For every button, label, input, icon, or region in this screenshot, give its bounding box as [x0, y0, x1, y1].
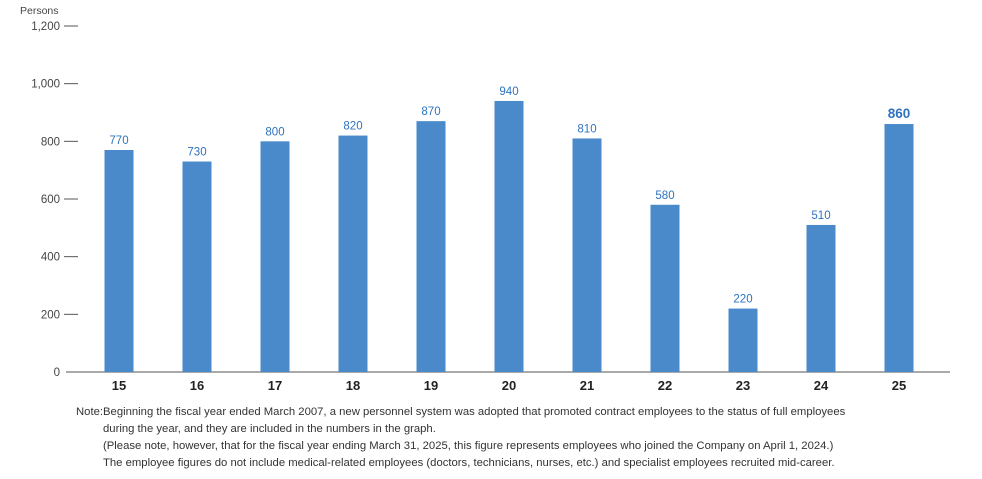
x-tick-label: 15	[112, 378, 126, 393]
y-axis-label: Persons	[20, 5, 59, 17]
bar	[806, 224, 836, 372]
x-tick-label: 21	[580, 378, 594, 393]
value-labels: 770 730 800 820 870 940 810 580 220 510 860	[109, 86, 910, 306]
bar-value-label: 810	[577, 123, 596, 135]
x-tick-label: 16	[190, 378, 204, 393]
y-tick-label: 200	[41, 309, 60, 321]
bar	[338, 135, 368, 372]
y-tick-label: 400	[41, 252, 60, 264]
bar-value-label: 800	[265, 126, 284, 138]
bar	[650, 204, 680, 372]
bar-value-label: 730	[187, 147, 206, 159]
bar-value-label: 510	[811, 210, 830, 222]
bar	[884, 124, 914, 373]
y-axis: 0 200 400 600 800 1,000 1,200	[31, 21, 78, 379]
bar-value-label: 870	[421, 106, 440, 118]
x-tick-label: 23	[736, 378, 750, 393]
bar	[260, 141, 290, 372]
bars	[104, 100, 914, 373]
note-body: Beginning the fiscal year ended March 20…	[103, 404, 976, 472]
bar-value-label: 770	[109, 135, 128, 147]
bar-value-label: 940	[499, 86, 518, 98]
bar	[494, 100, 524, 372]
bar	[572, 138, 602, 372]
x-tick-label: 17	[268, 378, 282, 393]
note-line: The employee figures do not include medi…	[103, 457, 835, 469]
y-tick-label: 1,000	[31, 79, 60, 91]
x-tick-label: 25	[892, 378, 906, 393]
y-tick-label: 1,200	[31, 21, 60, 33]
bar-chart: Persons 0 200 400 600 800 1,000 1,200 770 730 80…	[20, 5, 950, 393]
bar-value-label: 860	[888, 106, 911, 121]
bar-value-label: 220	[733, 294, 752, 306]
x-tick-label: 22	[658, 378, 672, 393]
bar	[416, 121, 446, 373]
note-line: Beginning the fiscal year ended March 20…	[103, 406, 846, 418]
x-tick-label: 18	[346, 378, 360, 393]
note-line: (Please note, however, that for the fisc…	[103, 440, 834, 452]
x-axis-labels: 15 16 17 18 19 20 21 22 23 24 25	[112, 378, 906, 393]
chart-note: Note: Beginning the fiscal year ended Ma…	[76, 404, 976, 472]
x-tick-label: 20	[502, 378, 516, 393]
bar	[104, 149, 134, 372]
bar-value-label: 820	[343, 121, 362, 133]
x-tick-label: 19	[424, 378, 438, 393]
bar	[728, 308, 758, 372]
note-line: during the year, and they are included i…	[103, 423, 436, 435]
bar	[182, 161, 212, 372]
y-tick-label: 600	[41, 194, 60, 206]
y-tick-label: 0	[54, 367, 60, 379]
note-label: Note:	[76, 406, 104, 418]
x-tick-label: 24	[814, 378, 829, 393]
y-tick-label: 800	[41, 136, 60, 148]
bar-value-label: 580	[655, 190, 674, 202]
